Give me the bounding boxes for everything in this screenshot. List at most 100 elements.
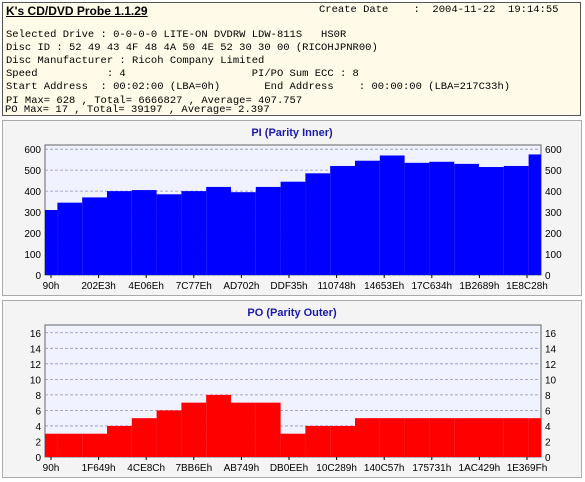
y-tick-label-left: 6 bbox=[35, 406, 41, 417]
pi-summary-line: PI Max= 628 , Total= 6666827 , Average= … bbox=[6, 95, 303, 107]
data-bar bbox=[231, 402, 256, 457]
x-tick-label: 90h bbox=[43, 281, 60, 292]
data-bar bbox=[280, 181, 306, 275]
x-tick-label: 14653Eh bbox=[364, 281, 404, 292]
data-bar bbox=[255, 186, 281, 275]
y-tick-label-right: 4 bbox=[545, 422, 551, 433]
data-bar bbox=[454, 163, 479, 275]
data-bar bbox=[404, 162, 430, 275]
y-tick-label-right: 200 bbox=[545, 229, 562, 240]
y-tick-label-right: 500 bbox=[545, 166, 562, 177]
data-bar bbox=[131, 418, 157, 457]
x-tick-label: 90h bbox=[43, 463, 60, 474]
data-bar bbox=[528, 154, 541, 275]
y-tick-label-left: 14 bbox=[30, 344, 42, 355]
data-bar bbox=[181, 191, 207, 275]
x-tick-label: 4E06Eh bbox=[128, 281, 164, 292]
x-tick-label: 4CE8Ch bbox=[127, 463, 165, 474]
data-bar bbox=[45, 433, 58, 457]
y-tick-label-left: 400 bbox=[24, 187, 41, 198]
po-chart-panel: PO (Parity Outer) 0 0 2 2 4 4 6 6 8 8 10 10 12 12 14 14 1… bbox=[2, 300, 582, 478]
x-tick-label: 7C77Eh bbox=[176, 281, 212, 292]
data-bar bbox=[479, 167, 504, 275]
y-tick-label-left: 100 bbox=[24, 250, 41, 261]
y-tick-label-left: 200 bbox=[24, 229, 41, 240]
data-bar bbox=[107, 425, 132, 457]
data-bar bbox=[305, 173, 331, 275]
data-bar bbox=[305, 425, 331, 457]
data-bar bbox=[57, 433, 83, 457]
y-tick-label-left: 0 bbox=[35, 453, 41, 464]
chart-title: PI (Parity Inner) bbox=[251, 127, 333, 139]
data-bar bbox=[454, 418, 479, 457]
pi-chart-panel: PI (Parity Inner) 0 0 100 100 200 200 300 300 400… bbox=[2, 120, 582, 296]
x-tick-label: DB0EEh bbox=[270, 463, 308, 474]
data-bar bbox=[528, 418, 541, 457]
speed-line: Speed : 4 PI/PO Sum ECC : 8 bbox=[6, 68, 359, 80]
data-bar bbox=[355, 160, 380, 275]
chart-title: PO (Parity Outer) bbox=[247, 307, 337, 319]
data-bar bbox=[330, 425, 355, 457]
y-tick-label-right: 300 bbox=[545, 208, 562, 219]
x-tick-label: 175731h bbox=[412, 463, 451, 474]
y-tick-label-right: 0 bbox=[545, 271, 551, 282]
y-tick-label-right: 12 bbox=[545, 360, 557, 371]
y-tick-label-right: 14 bbox=[545, 344, 557, 355]
x-tick-label: 1E369Fh bbox=[507, 463, 548, 474]
data-bar bbox=[503, 418, 529, 457]
data-bar bbox=[503, 165, 529, 275]
selected-drive-line: Selected Drive : 0-0-0-0 LITE-ON DVDRW L… bbox=[6, 29, 347, 41]
data-bar bbox=[57, 202, 83, 275]
x-tick-label: DDF35h bbox=[270, 281, 307, 292]
y-tick-label-right: 600 bbox=[545, 145, 562, 156]
data-bar bbox=[429, 418, 455, 457]
data-bar bbox=[156, 410, 182, 457]
data-bar bbox=[280, 433, 306, 457]
y-tick-label-left: 500 bbox=[24, 166, 41, 177]
po-chart: PO (Parity Outer) 0 0 2 2 4 4 6 6 8 8 10 10 12 12 14 14 1… bbox=[30, 307, 557, 474]
disc-id-line: Disc ID : 52 49 43 4F 48 4A 50 4E 52 30 … bbox=[6, 42, 378, 54]
x-tick-label: 10C289h bbox=[316, 463, 357, 474]
address-line: Start Address : 00:02:00 (LBA=0h) End Ad… bbox=[6, 81, 511, 93]
x-tick-label: 1F649h bbox=[82, 463, 116, 474]
data-bar bbox=[379, 418, 405, 457]
y-tick-label-right: 400 bbox=[545, 187, 562, 198]
y-tick-label-right: 6 bbox=[545, 406, 551, 417]
x-tick-label: 110748h bbox=[317, 281, 355, 292]
y-tick-label-left: 2 bbox=[35, 437, 41, 448]
create-date: Create Date : 2004-11-22 19:14:55 bbox=[319, 4, 558, 16]
app-title: K's CD/DVD Probe 1.1.29 bbox=[6, 4, 148, 18]
data-bar bbox=[404, 418, 430, 457]
data-bar bbox=[181, 402, 207, 457]
y-tick-label-left: 8 bbox=[35, 391, 41, 402]
y-tick-label-right: 10 bbox=[545, 375, 557, 386]
pi-chart: PI (Parity Inner) 0 0 100 100 200 200 300 300 400… bbox=[24, 127, 562, 292]
data-bar bbox=[45, 210, 58, 275]
data-bar bbox=[479, 418, 504, 457]
y-tick-label-left: 600 bbox=[24, 145, 41, 156]
data-bar bbox=[82, 433, 107, 457]
data-bar bbox=[355, 418, 380, 457]
y-tick-label-left: 10 bbox=[30, 375, 42, 386]
create-date-value: : 2004-11-22 19:14:55 bbox=[413, 4, 559, 16]
y-tick-label-right: 100 bbox=[545, 250, 562, 261]
y-tick-label-right: 8 bbox=[545, 391, 551, 402]
x-tick-label: 202E3h bbox=[81, 281, 115, 292]
x-tick-label: AB749h bbox=[224, 463, 260, 474]
po-summary-line: PO Max= 17 , Total= 39197 , Average= 2.3… bbox=[5, 104, 270, 116]
y-tick-label-left: 300 bbox=[24, 208, 41, 219]
data-bar bbox=[206, 186, 231, 275]
data-bar bbox=[107, 191, 132, 275]
x-tick-label: 17C634h bbox=[412, 281, 453, 292]
create-date-label: Create Date bbox=[319, 4, 389, 16]
x-tick-label: AD702h bbox=[223, 281, 259, 292]
y-tick-label-left: 16 bbox=[30, 329, 42, 340]
x-tick-label: 1AC429h bbox=[459, 463, 501, 474]
y-tick-label-right: 16 bbox=[545, 329, 557, 340]
y-tick-label-left: 0 bbox=[35, 271, 41, 282]
y-tick-label-left: 12 bbox=[30, 360, 42, 371]
x-tick-label: 1B2689h bbox=[459, 281, 499, 292]
data-bar bbox=[255, 402, 281, 457]
data-bar bbox=[429, 161, 455, 275]
disc-manufacturer-line: Disc Manufacturer : Ricoh Company Limite… bbox=[6, 55, 265, 67]
